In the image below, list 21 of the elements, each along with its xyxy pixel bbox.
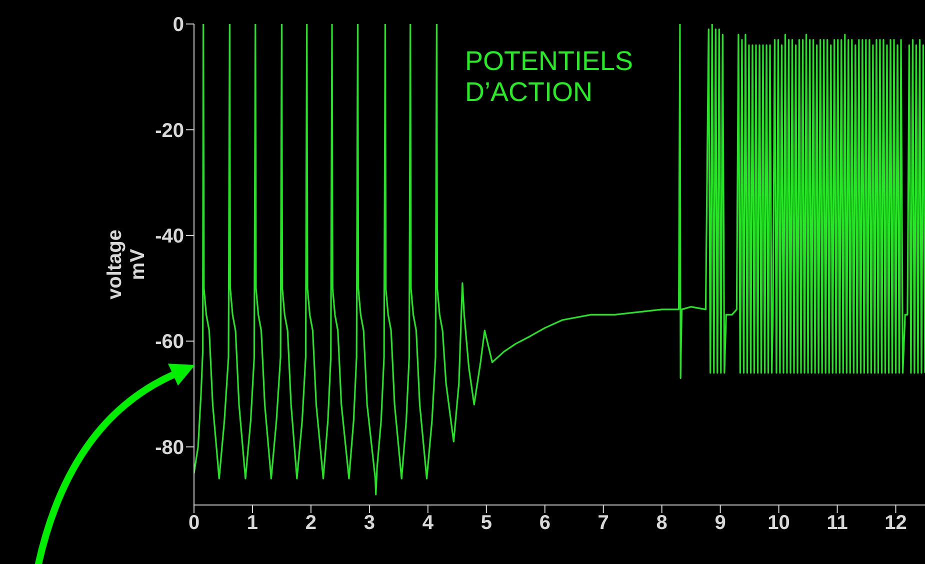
x-tick-label: 5	[480, 512, 492, 534]
x-tick-label: 9	[714, 512, 726, 534]
y-tick-label: -40	[155, 226, 184, 248]
x-tick-label: 7	[598, 512, 609, 534]
x-tick-label: 1	[246, 512, 258, 534]
x-tick-label: 6	[539, 512, 550, 534]
x-tick-label: 11	[826, 512, 848, 534]
y-tick-label: -80	[155, 436, 184, 459]
y-tick-label: -60	[155, 331, 184, 354]
y-axis-title: voltage mV	[104, 229, 149, 300]
x-tick-label: 4	[422, 512, 434, 534]
x-tick-label: 12	[884, 512, 907, 534]
y-tick-label: -20	[155, 120, 184, 142]
x-tick-label: 3	[364, 512, 376, 534]
annotation: POTENTIELS D’ACTION	[465, 46, 634, 108]
y-tick-label: 0	[172, 14, 184, 36]
line-series	[194, 24, 925, 496]
x-tick-label: 2	[305, 512, 317, 534]
x-tick-label: 10	[768, 512, 790, 534]
x-tick-label: 8	[656, 512, 668, 534]
x-tick-label: 0	[188, 512, 200, 534]
